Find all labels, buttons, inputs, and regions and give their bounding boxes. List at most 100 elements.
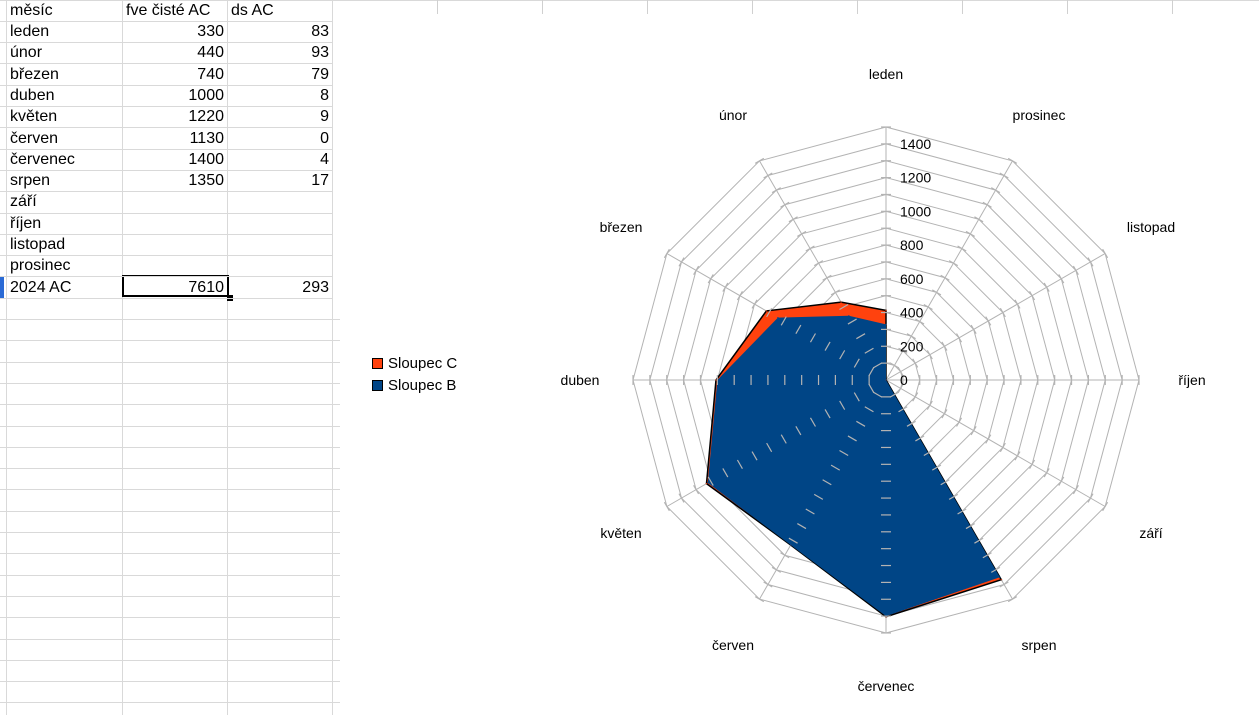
cell-ds[interactable] bbox=[227, 191, 332, 212]
cell-fve[interactable] bbox=[122, 234, 227, 255]
cell-month[interactable]: prosinec bbox=[10, 257, 71, 274]
cell-ds[interactable] bbox=[227, 213, 332, 234]
cell-month[interactable]: září bbox=[10, 193, 37, 210]
axis-tick bbox=[912, 392, 919, 402]
axis-tick bbox=[1043, 282, 1050, 292]
axis-tick bbox=[839, 350, 846, 360]
cell-ds[interactable]: 93 bbox=[311, 44, 329, 61]
radar-chart[interactable]: 0 200 400 600 800 1000 1200 1400 leden únor březen… bbox=[560, 50, 1259, 715]
data-point bbox=[885, 379, 887, 381]
axis-tick bbox=[797, 230, 807, 237]
axis-tick bbox=[693, 265, 700, 275]
legend-label: Sloupec B bbox=[388, 376, 457, 394]
cell-month[interactable]: 2024 AC bbox=[10, 279, 72, 296]
row-gridline bbox=[0, 255, 332, 256]
category-label: červen bbox=[712, 637, 754, 653]
cell-fve[interactable] bbox=[122, 213, 227, 234]
axis-tick bbox=[830, 464, 841, 471]
cell-fve[interactable]: 1000 bbox=[188, 87, 224, 104]
row-gridline bbox=[0, 170, 332, 171]
cell-fve[interactable]: 1130 bbox=[189, 130, 224, 147]
header-cell-month[interactable]: měsíc bbox=[10, 2, 53, 19]
cell-ds[interactable]: 79 bbox=[311, 66, 329, 83]
r-tick-label: 1200 bbox=[900, 170, 931, 186]
axis-tick bbox=[1043, 468, 1050, 478]
cell-ds[interactable]: 4 bbox=[320, 151, 329, 168]
axis-tick bbox=[780, 552, 790, 559]
cell-ds[interactable]: 293 bbox=[302, 279, 329, 296]
cell-month[interactable]: leden bbox=[10, 23, 50, 40]
cell-fve[interactable]: 440 bbox=[197, 44, 224, 61]
cell-month[interactable]: únor bbox=[10, 44, 43, 61]
axis-tick bbox=[754, 157, 765, 164]
cell-ds[interactable]: 8 bbox=[320, 87, 329, 104]
row-gridline bbox=[0, 21, 332, 22]
cell-ds[interactable]: 0 bbox=[320, 130, 329, 147]
cell-month[interactable]: březen bbox=[10, 66, 59, 83]
axis-tick bbox=[956, 417, 963, 427]
axis-tick bbox=[1058, 476, 1065, 486]
axis-tick bbox=[941, 341, 948, 351]
axis-tick bbox=[1029, 291, 1036, 301]
data-point bbox=[1000, 579, 1002, 581]
axis-tick bbox=[906, 420, 916, 427]
header-cell-fve[interactable]: fve čisté AC bbox=[126, 2, 211, 19]
r-tick-label: 600 bbox=[900, 271, 924, 287]
cell-fve[interactable] bbox=[122, 255, 227, 276]
cell-ds[interactable]: 9 bbox=[320, 108, 329, 125]
selected-cell[interactable] bbox=[122, 275, 229, 297]
axis-tick bbox=[941, 409, 948, 419]
cell-month[interactable]: červen bbox=[10, 130, 59, 147]
cell-month[interactable]: červenec bbox=[10, 151, 75, 168]
cell-fve[interactable]: 1350 bbox=[188, 172, 224, 189]
axis-tick bbox=[766, 442, 773, 453]
axis-tick bbox=[965, 230, 975, 237]
axis-tick bbox=[948, 493, 959, 500]
row-gridline bbox=[0, 85, 332, 86]
column-gridline bbox=[122, 0, 123, 715]
cell-ds[interactable]: 17 bbox=[311, 172, 329, 189]
column-gridline bbox=[962, 0, 963, 14]
column-gridline bbox=[542, 0, 543, 14]
axis-tick bbox=[897, 366, 904, 377]
axis-tick bbox=[736, 291, 743, 301]
series-area-b bbox=[707, 315, 1000, 617]
r-tick-label: 1400 bbox=[900, 136, 931, 152]
axis-tick bbox=[780, 316, 787, 326]
cell-fve[interactable]: 1400 bbox=[188, 151, 224, 168]
cell-ds[interactable] bbox=[227, 255, 332, 276]
cell-month[interactable]: srpen bbox=[10, 172, 51, 189]
top-border bbox=[0, 0, 1259, 1]
cell-ds[interactable] bbox=[227, 234, 332, 255]
axis-tick bbox=[1102, 248, 1109, 259]
row-gridline bbox=[0, 362, 340, 363]
axis-tick bbox=[813, 260, 824, 267]
cell-month[interactable]: duben bbox=[10, 87, 55, 104]
axis-tick bbox=[957, 245, 967, 252]
cell-month[interactable]: květen bbox=[10, 108, 58, 125]
cell-ds[interactable]: 83 bbox=[311, 23, 329, 40]
axis-tick bbox=[872, 362, 883, 369]
cell-fve[interactable]: 7610 bbox=[188, 279, 224, 296]
cell-fve[interactable] bbox=[122, 191, 227, 212]
axis-tick bbox=[898, 347, 908, 354]
cell-fve[interactable]: 330 bbox=[197, 23, 224, 40]
category-label: březen bbox=[600, 219, 643, 235]
cell-month[interactable]: říjen bbox=[10, 215, 42, 232]
axis-tick bbox=[856, 420, 866, 427]
axis-tick bbox=[822, 274, 832, 281]
axis-tick bbox=[915, 435, 925, 442]
axis-tick bbox=[722, 282, 729, 292]
axis-tick bbox=[830, 289, 841, 296]
header-cell-ds[interactable]: ds AC bbox=[231, 2, 274, 19]
cell-fve[interactable]: 740 bbox=[197, 66, 224, 83]
axis-tick bbox=[915, 318, 925, 325]
legend-label: Sloupec C bbox=[388, 354, 458, 372]
r-tick-label: 1000 bbox=[900, 203, 931, 219]
cell-month[interactable]: listopad bbox=[10, 236, 66, 253]
row-gridline bbox=[0, 468, 340, 469]
row-gridline bbox=[0, 660, 340, 661]
axis-tick bbox=[780, 201, 790, 208]
cell-fve[interactable]: 1220 bbox=[188, 108, 224, 125]
